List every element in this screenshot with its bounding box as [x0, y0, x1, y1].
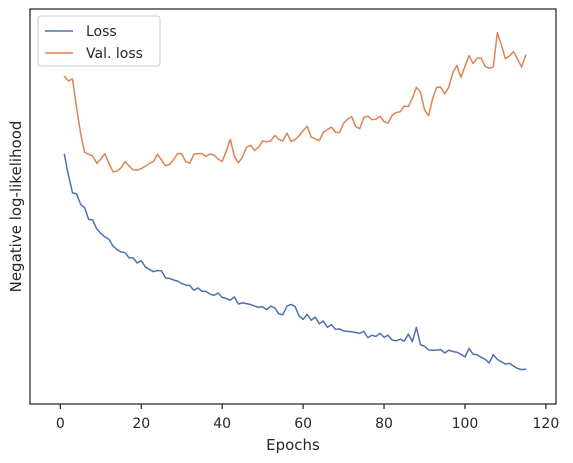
plot-lines: [63, 31, 527, 371]
x-tick-label: 0: [56, 416, 65, 432]
x-tick-label: 80: [375, 416, 393, 432]
legend-label-2: Val. loss: [86, 46, 143, 62]
legend-label-1: Loss: [86, 24, 117, 40]
series-line-1: [63, 153, 527, 371]
series-line-2: [63, 31, 527, 173]
x-axis-label: Epochs: [266, 436, 320, 454]
x-tick-label: 60: [294, 416, 312, 432]
x-tick-label: 20: [132, 416, 150, 432]
x-tick-label: 120: [533, 416, 560, 432]
x-tick-label: 100: [452, 416, 479, 432]
y-axis-label: Negative log-likelihood: [7, 121, 25, 293]
legend: Loss Val. loss: [37, 15, 161, 67]
plot-frame: [29, 8, 557, 405]
x-tick-label: 40: [213, 416, 231, 432]
x-axis-ticks: 0 20 40 60 80 100 120: [56, 404, 559, 432]
